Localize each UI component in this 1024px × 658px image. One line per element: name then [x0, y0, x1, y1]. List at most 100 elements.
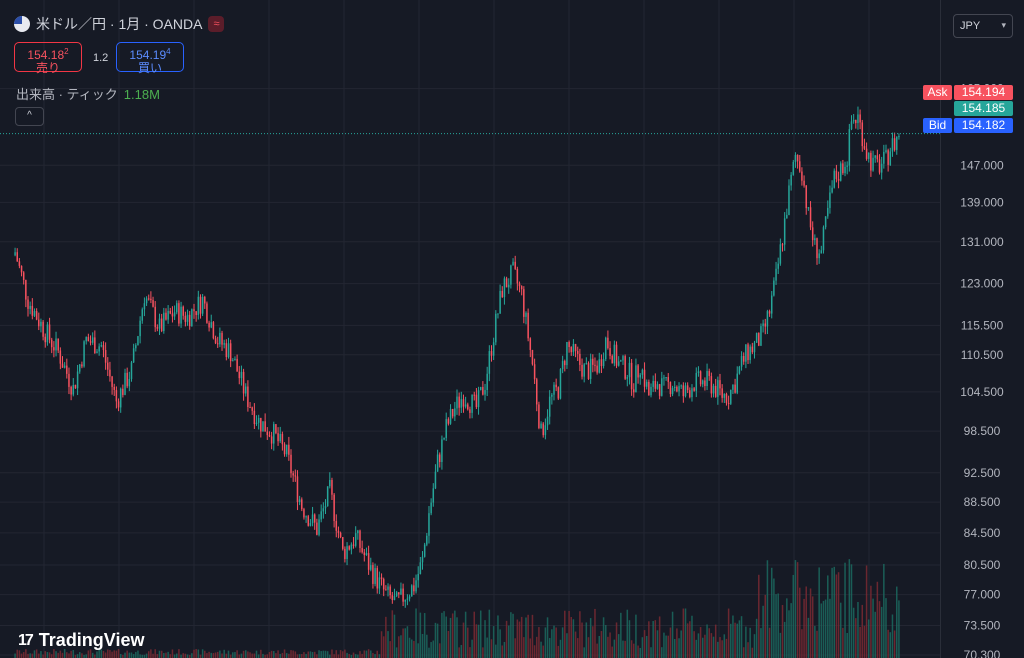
volume-bar: [559, 639, 562, 658]
volume-bar: [389, 641, 391, 658]
volume-bar: [447, 630, 450, 658]
volume-bar: [428, 647, 430, 658]
volume-bar: [512, 613, 514, 658]
volume-bar: [122, 654, 124, 658]
volume-bar: [98, 649, 100, 658]
volume-bar: [25, 649, 27, 658]
candle-body: [706, 371, 708, 387]
candle-body: [604, 337, 607, 360]
candle-body: [242, 371, 245, 394]
candle-body: [719, 380, 721, 389]
buy-button[interactable]: 154.194 買い: [116, 42, 184, 75]
volume-bar: [391, 610, 394, 658]
candle-body: [803, 180, 805, 186]
volume-bar: [385, 616, 387, 658]
volume-bar: [169, 654, 172, 658]
candle-body: [27, 299, 29, 309]
volume-bar: [689, 621, 691, 658]
volume-bar: [650, 647, 652, 658]
volume-bar: [438, 643, 441, 658]
volume-bar: [423, 613, 426, 658]
volume-bar: [333, 654, 335, 658]
volume-bar: [115, 650, 118, 658]
volume-bar: [734, 622, 736, 658]
volume-bar: [307, 651, 310, 658]
volume-bar: [592, 626, 594, 658]
volume-bar: [704, 634, 706, 658]
candle-body: [329, 479, 331, 487]
symbol-title[interactable]: 米ドル／円 · 1月 · OANDA: [36, 16, 203, 32]
candle-body: [661, 378, 663, 396]
currency-select[interactable]: JPY: [953, 14, 1013, 38]
volume-bar: [145, 653, 148, 658]
candle-body: [171, 313, 174, 317]
candle-body: [257, 417, 260, 423]
candle-body: [268, 435, 271, 437]
candle-body: [344, 548, 346, 560]
volume-bar: [78, 652, 81, 658]
volume-bar: [70, 650, 72, 658]
candle-body: [697, 371, 700, 373]
candle-body: [742, 355, 745, 362]
volume-bar: [652, 621, 654, 658]
volume-bar: [301, 654, 303, 658]
volume-bar: [370, 650, 372, 658]
volume-bar: [467, 627, 469, 658]
candle-body: [124, 372, 126, 395]
collapse-legend-button[interactable]: ^: [15, 107, 44, 126]
candle-body: [486, 373, 488, 391]
volume-bar: [249, 652, 251, 658]
buy-price: 154.19: [129, 48, 167, 62]
volume-bar: [663, 632, 665, 658]
candle-body: [186, 314, 189, 322]
candle-body: [57, 338, 59, 351]
volume-bar: [796, 562, 799, 658]
candle-body: [523, 289, 525, 317]
volume-bar: [553, 625, 555, 658]
volume-bar: [896, 586, 898, 658]
candle-body: [814, 238, 816, 241]
candle-body: [285, 444, 288, 455]
sell-button[interactable]: 154.182 売り: [14, 42, 82, 75]
candle-body: [568, 341, 570, 348]
volume-bar: [283, 649, 286, 658]
candle-body: [751, 346, 754, 353]
tradingview-logo[interactable]: 17 TradingView: [18, 630, 145, 651]
candle-body: [238, 371, 241, 379]
candle-body: [497, 313, 499, 315]
candle-body: [766, 311, 769, 327]
candle-body: [303, 509, 305, 518]
volume-bar: [678, 638, 680, 658]
market-status-icon[interactable]: ≈: [208, 16, 225, 32]
volume-bar: [292, 650, 294, 658]
candle-body: [753, 342, 756, 353]
candle-body: [363, 552, 366, 556]
volume-bar: [809, 588, 812, 658]
volume-bar: [14, 653, 16, 658]
candle-body: [100, 345, 103, 347]
volume-bar: [436, 623, 439, 658]
candle-body: [773, 280, 775, 296]
candle-body: [544, 425, 547, 436]
volume-bar: [242, 650, 245, 658]
candle-body: [85, 337, 87, 342]
volume-bar: [581, 622, 583, 658]
volume-bar: [352, 652, 355, 658]
volume-bar: [167, 651, 169, 658]
candle-body: [160, 318, 163, 332]
candle-body: [33, 311, 36, 316]
volume-bar: [324, 650, 327, 658]
candle-body: [581, 364, 583, 377]
candle-body: [436, 454, 439, 472]
y-tick-label: 110.500: [961, 348, 1004, 362]
volume-bar: [234, 652, 236, 658]
candle-body: [693, 388, 695, 391]
candle-body: [210, 322, 213, 328]
volume-bar: [628, 620, 631, 658]
volume-bar: [488, 609, 491, 658]
volume-bar: [775, 594, 777, 658]
volume-bar: [380, 631, 383, 658]
volume-bar: [288, 653, 290, 658]
candle-body: [667, 377, 670, 382]
